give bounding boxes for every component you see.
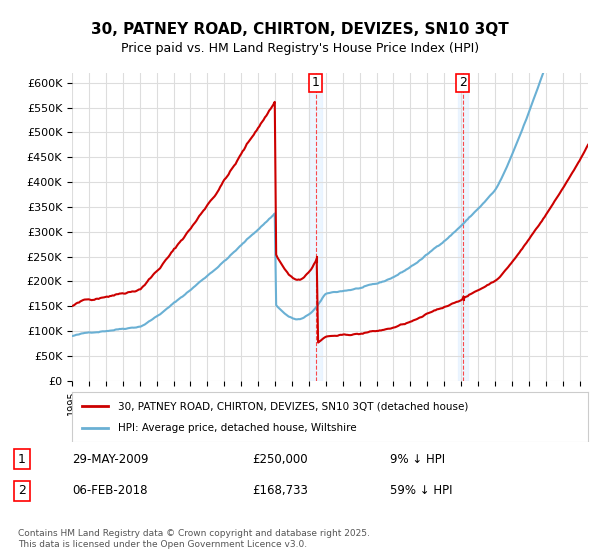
Text: 30, PATNEY ROAD, CHIRTON, DEVIZES, SN10 3QT (detached house): 30, PATNEY ROAD, CHIRTON, DEVIZES, SN10 … xyxy=(118,401,469,411)
Text: 59% ↓ HPI: 59% ↓ HPI xyxy=(390,484,452,497)
Text: Price paid vs. HM Land Registry's House Price Index (HPI): Price paid vs. HM Land Registry's House … xyxy=(121,42,479,55)
Bar xyxy=(309,73,322,381)
Text: 29-MAY-2009: 29-MAY-2009 xyxy=(72,452,149,466)
Text: 30, PATNEY ROAD, CHIRTON, DEVIZES, SN10 3QT: 30, PATNEY ROAD, CHIRTON, DEVIZES, SN10 … xyxy=(91,22,509,38)
Text: 06-FEB-2018: 06-FEB-2018 xyxy=(72,484,148,497)
Text: 2: 2 xyxy=(18,484,26,497)
Text: Contains HM Land Registry data © Crown copyright and database right 2025.
This d: Contains HM Land Registry data © Crown c… xyxy=(18,529,370,549)
Text: 9% ↓ HPI: 9% ↓ HPI xyxy=(390,452,445,466)
Text: £250,000: £250,000 xyxy=(252,452,308,466)
Text: 1: 1 xyxy=(18,452,26,466)
Text: 1: 1 xyxy=(312,76,320,89)
Text: 2: 2 xyxy=(458,76,467,89)
Text: £168,733: £168,733 xyxy=(252,484,308,497)
Bar xyxy=(458,73,468,381)
Text: HPI: Average price, detached house, Wiltshire: HPI: Average price, detached house, Wilt… xyxy=(118,423,357,433)
